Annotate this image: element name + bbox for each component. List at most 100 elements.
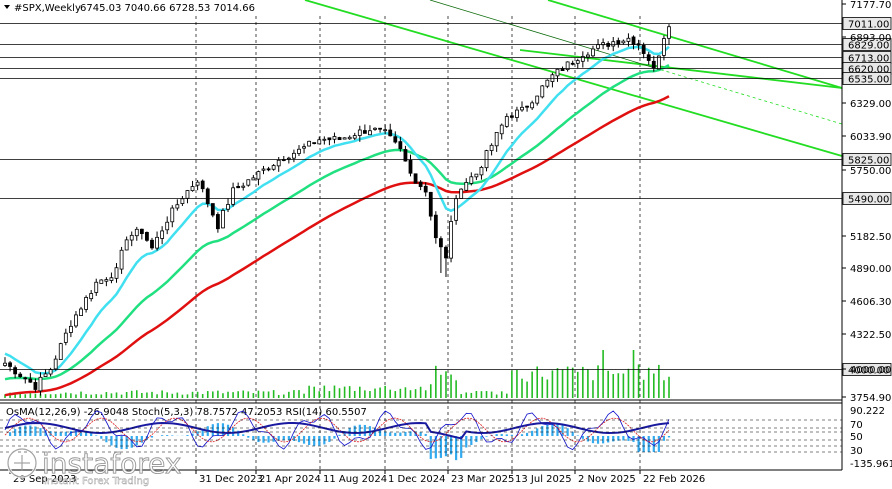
candle-body — [398, 141, 403, 150]
indicator-tick-label: 90.222 — [850, 406, 885, 417]
candle-body — [667, 26, 671, 39]
candle-body — [256, 171, 261, 180]
candle-body — [489, 144, 494, 151]
price-tick-label: 4322.50 — [850, 330, 891, 341]
candle-body — [84, 297, 88, 310]
candle-body — [449, 221, 453, 259]
watermark-tagline: Instant Forex Trading — [44, 476, 149, 487]
date-tick-label: 29 Sep 2023 — [13, 474, 76, 485]
candle-body — [357, 129, 362, 136]
candle-body — [327, 137, 332, 141]
level-label: 7011.00 — [848, 20, 889, 31]
candle-body — [499, 124, 504, 135]
candle-body — [378, 127, 382, 130]
candle-body — [403, 149, 408, 162]
candle-body — [63, 332, 68, 343]
candle-body — [276, 159, 281, 167]
level-label-box — [842, 17, 892, 30]
instaforex-logo-icon — [6, 447, 38, 479]
candle-body — [160, 230, 165, 239]
candles — [3, 24, 671, 396]
candle-body — [3, 362, 7, 366]
candle-body — [246, 179, 251, 186]
candle-body — [155, 236, 159, 249]
chart-header: #SPX,Weekly 6745.03 7040.66 6728.53 7014… — [4, 3, 255, 14]
candle-body — [393, 136, 398, 143]
candle-body — [388, 129, 393, 137]
candle-body — [570, 62, 575, 65]
candle-body — [221, 210, 225, 229]
moving-averages — [4, 45, 670, 397]
candle-body — [504, 116, 509, 127]
dropdown-triangle-icon[interactable] — [4, 5, 10, 9]
candle-body — [119, 249, 124, 270]
candle-body — [241, 185, 246, 188]
price-tick-label: 5182.50 — [850, 232, 891, 243]
level-label: 4000.00 — [848, 366, 889, 377]
candle-body — [596, 44, 600, 49]
candle-body — [297, 148, 301, 154]
candle-body — [307, 140, 312, 147]
price-tick-label: 6329.00 — [850, 99, 891, 110]
candle-body — [89, 293, 94, 300]
candle-body — [621, 40, 626, 44]
date-tick-label: 2 Nov 2025 — [578, 474, 636, 485]
candle-body — [292, 152, 296, 159]
candle-body — [530, 102, 535, 109]
candle-body — [606, 43, 611, 47]
candle-body — [286, 157, 291, 160]
candle-body — [535, 95, 540, 104]
candle-body — [342, 137, 347, 140]
candle-body — [580, 56, 585, 62]
candle-body — [185, 190, 190, 199]
candle-body — [520, 106, 524, 111]
candle-body — [210, 203, 215, 216]
level-label-box — [842, 192, 892, 205]
candle-body — [48, 369, 53, 375]
candle-body — [423, 185, 428, 193]
candle-body — [383, 129, 388, 132]
candle-body — [545, 79, 550, 87]
candle-body — [413, 173, 418, 184]
candle-body — [18, 373, 23, 378]
candle-body — [337, 137, 342, 141]
candle-body — [641, 44, 646, 54]
candle-body — [433, 214, 438, 239]
ma-fast-line — [4, 45, 670, 375]
price-axis: 7177.70 6893.00 6329.00 6033.90 5750.00 5182.… — [841, 0, 891, 470]
candle-body — [373, 127, 377, 130]
candle-body — [626, 37, 631, 42]
candle-body — [418, 181, 423, 187]
date-tick-label: 23 Mar 2025 — [451, 474, 514, 485]
ohlc-label: 6745.03 7040.66 6728.53 7014.66 — [80, 3, 255, 14]
candle-body — [444, 246, 448, 259]
level-label: 6713.00 — [848, 54, 889, 65]
candle-body — [109, 277, 114, 281]
candle-body — [58, 343, 63, 360]
price-tick-label: 6893.00 — [850, 33, 891, 44]
candle-body — [13, 367, 18, 375]
ma-mid-line — [4, 64, 670, 381]
candle-body — [631, 36, 636, 45]
candle-body — [215, 214, 220, 230]
candle-body — [662, 38, 666, 56]
date-tick-label: 11 Aug 2024 — [323, 474, 387, 485]
candle-body — [368, 130, 372, 136]
candle-body — [33, 382, 38, 390]
level-label: 6620.00 — [848, 65, 889, 76]
candle-body — [94, 281, 99, 293]
price-tick-label: 4606.30 — [850, 297, 891, 308]
candle-body — [170, 207, 175, 223]
candle-body — [474, 173, 479, 178]
candle-body — [312, 142, 317, 144]
date-tick-label: 13 Jul 2025 — [515, 474, 572, 485]
candle-body — [302, 146, 306, 149]
candle-body — [408, 159, 413, 174]
candle-body — [43, 373, 48, 377]
date-tick-label: 31 Dec 2023 — [199, 474, 263, 485]
candle-body — [8, 362, 12, 367]
candle-body — [104, 279, 109, 282]
